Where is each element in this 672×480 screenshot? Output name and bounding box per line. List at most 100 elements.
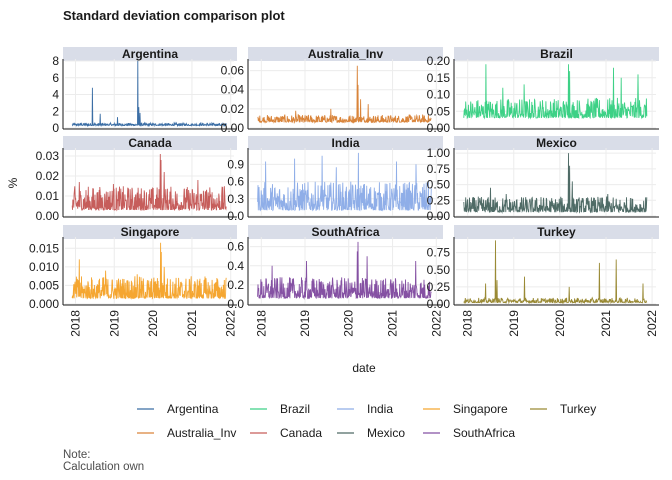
y-tick-label: 0.20 bbox=[427, 54, 451, 68]
y-tick-label: 0.10 bbox=[427, 88, 451, 102]
legend-label: Turkey bbox=[560, 402, 596, 416]
panel-strip-label: Australia_Inv bbox=[308, 47, 384, 61]
y-tick-label: 0.75 bbox=[427, 162, 451, 176]
panel-australia_inv: Australia_Inv 0.00 0.02 0.04 0.06 bbox=[221, 47, 443, 135]
legend-item-canada: Canada bbox=[250, 426, 322, 440]
panel-southafrica: SouthAfrica 0.0 0.2 0.4 0.6 2018 2019 2020 2021 2… bbox=[227, 225, 443, 337]
y-tick-label: 0.005 bbox=[29, 278, 59, 292]
y-tick-label: 0.25 bbox=[427, 280, 451, 294]
y-tick-label: 0.01 bbox=[36, 189, 60, 203]
note-label: Note: bbox=[63, 449, 91, 461]
legend-label: Brazil bbox=[280, 402, 310, 416]
legend-label: Singapore bbox=[453, 402, 508, 416]
y-tick-label: 0.00 bbox=[427, 121, 451, 135]
y-tick-label: 0.02 bbox=[36, 169, 60, 183]
series-line-australia_inv bbox=[257, 65, 432, 124]
panel-strip-label: SouthAfrica bbox=[311, 225, 379, 239]
y-tick-label: 0.03 bbox=[36, 149, 60, 163]
panel-grid bbox=[250, 148, 440, 217]
panel-strip-label: Singapore bbox=[121, 225, 180, 239]
panel-strip-label: Brazil bbox=[540, 47, 573, 61]
series-line-southafrica bbox=[257, 241, 432, 300]
panel-brazil: Brazil 0.00 0.05 0.10 0.15 0.20 bbox=[427, 47, 659, 135]
y-tick-label: 8 bbox=[52, 54, 59, 68]
panel-strip bbox=[63, 225, 237, 239]
panel-strip-label: Mexico bbox=[536, 136, 577, 150]
legend-label: Argentina bbox=[167, 402, 219, 416]
y-tick-label: 0.00 bbox=[221, 121, 245, 135]
x-tick-label: 2019 bbox=[298, 310, 312, 337]
panel-canada: Canada 0.00 0.01 0.02 0.03 bbox=[36, 136, 237, 223]
series-line-argentina bbox=[71, 60, 227, 128]
panel-strip-label: Argentina bbox=[122, 47, 178, 61]
y-tick-label: 6 bbox=[52, 71, 59, 85]
y-axis-title: % bbox=[6, 177, 20, 188]
note-text: Calculation own bbox=[63, 461, 145, 473]
y-tick-label: 0.0 bbox=[227, 297, 244, 311]
series-line-singapore bbox=[71, 242, 227, 300]
panel-strip bbox=[248, 136, 443, 150]
x-tick-label: 2022 bbox=[429, 310, 443, 337]
legend-item-turkey: Turkey bbox=[530, 402, 596, 416]
panel-strip bbox=[454, 136, 659, 150]
x-tick-label: 2018 bbox=[68, 310, 82, 337]
y-tick-label: 0.02 bbox=[221, 102, 245, 116]
panel-argentina: Argentina 0 2 4 6 8 bbox=[52, 47, 237, 135]
legend-item-india: India bbox=[337, 402, 393, 416]
panel-grid bbox=[250, 59, 440, 129]
y-tick-label: 0.50 bbox=[427, 263, 451, 277]
x-tick-label: 2020 bbox=[342, 310, 356, 337]
panel-turkey: Turkey 0.00 0.25 0.50 0.75 2018 2019 2020 2021 20… bbox=[427, 225, 659, 337]
legend-label: India bbox=[367, 402, 393, 416]
series-line-mexico bbox=[463, 153, 648, 214]
y-tick-label: 0.06 bbox=[221, 64, 245, 78]
y-tick-label: 0.3 bbox=[227, 192, 244, 206]
x-axis-title: date bbox=[352, 361, 376, 375]
panel-india: India 0.0 0.3 0.6 0.9 bbox=[227, 136, 443, 223]
panel-singapore: Singapore 0.000 0.005 0.010 0.015 2018 2019 202… bbox=[29, 225, 238, 337]
x-tick-label: 2020 bbox=[553, 310, 567, 337]
chart-title: Standard deviation comparison plot bbox=[63, 8, 285, 23]
panel-grid bbox=[65, 59, 234, 129]
panel-strip-label: India bbox=[331, 136, 359, 150]
y-tick-label: 0.75 bbox=[427, 246, 451, 260]
y-tick-label: 0.15 bbox=[427, 71, 451, 85]
x-tick-label: 2019 bbox=[507, 310, 521, 337]
y-tick-label: 0.4 bbox=[227, 259, 244, 273]
y-tick-label: 0.00 bbox=[36, 209, 60, 223]
series-line-india bbox=[257, 152, 432, 212]
panel-mexico: Mexico 0.00 0.250.50 0.75 1.00 bbox=[427, 136, 659, 223]
panel-strip-label: Canada bbox=[128, 136, 172, 150]
y-tick-label: 0.2 bbox=[227, 278, 244, 292]
x-tick-label: 2020 bbox=[146, 310, 160, 337]
legend-item-argentina: Argentina bbox=[137, 402, 219, 416]
x-tick-label: 2019 bbox=[107, 310, 121, 337]
x-tick-label: 2022 bbox=[645, 310, 659, 337]
panel-strip bbox=[248, 47, 443, 61]
legend: Argentina Brazil India Singapore Turkey Austr… bbox=[137, 402, 596, 440]
legend-item-brazil: Brazil bbox=[250, 402, 310, 416]
legend-item-australia_inv: Australia_Inv bbox=[137, 426, 236, 440]
y-tick-label: 0.9 bbox=[227, 157, 244, 171]
legend-label: Mexico bbox=[367, 426, 405, 440]
y-tick-label: 0.25 bbox=[427, 193, 451, 207]
legend-item-southafrica: SouthAfrica bbox=[423, 426, 515, 440]
x-tick-label: 2021 bbox=[185, 310, 199, 337]
x-tick-label: 2018 bbox=[254, 310, 268, 337]
series-line-canada bbox=[71, 153, 227, 212]
x-tick-label: 2021 bbox=[599, 310, 613, 337]
series-line-turkey bbox=[463, 240, 648, 305]
x-tick-label: 2022 bbox=[224, 310, 238, 337]
y-tick-label: 0.04 bbox=[221, 83, 245, 97]
y-tick-label: 2 bbox=[52, 104, 59, 118]
panel-grid bbox=[456, 237, 656, 305]
y-tick-label: 0.6 bbox=[227, 240, 244, 254]
y-tick-label: 0.0 bbox=[227, 209, 244, 223]
x-tick-label: 2021 bbox=[386, 310, 400, 337]
panel-strip bbox=[63, 136, 237, 150]
panel-strip bbox=[454, 47, 659, 61]
y-tick-label: 0.000 bbox=[29, 297, 59, 311]
x-tick-label: 2018 bbox=[461, 310, 475, 337]
legend-item-singapore: Singapore bbox=[423, 402, 508, 416]
